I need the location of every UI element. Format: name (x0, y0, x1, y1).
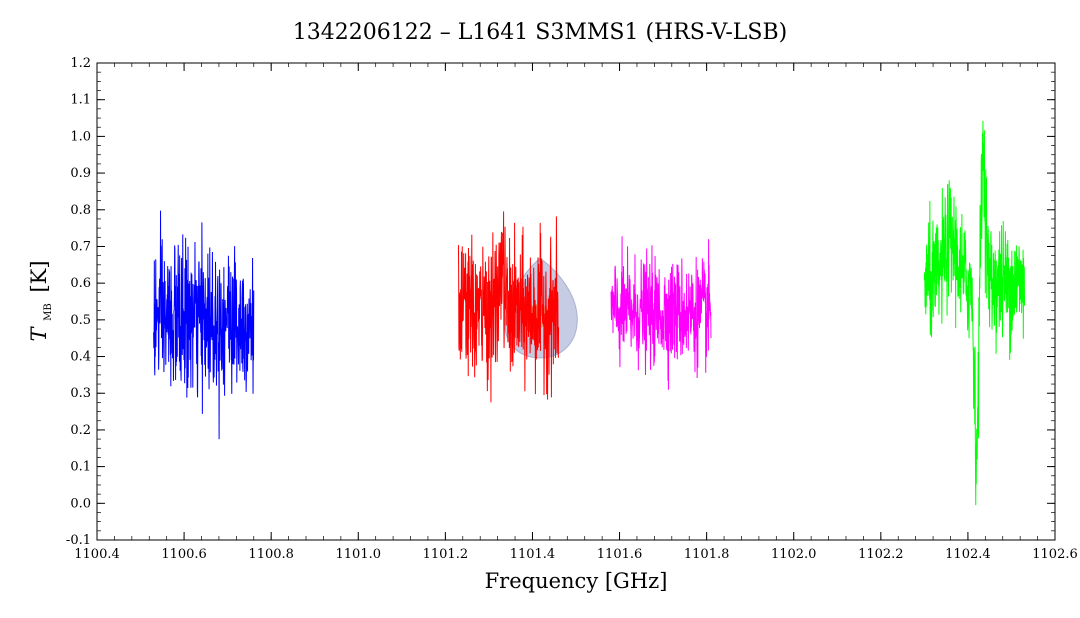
y-tick-label: 0.0 (70, 496, 91, 511)
series-line-4 (923, 120, 1026, 506)
x-tick-label: 1102.6 (1032, 547, 1078, 562)
x-axis: 1100.4 1100.6 1100.8 1101.0 1101.2 1101.4 1101… (74, 63, 1078, 562)
y-tick-label: 0.7 (70, 239, 91, 254)
y-tick-label: 0.4 (70, 350, 91, 365)
plot-series (153, 120, 1026, 506)
y-tick-label: 0.8 (70, 203, 91, 218)
series-line-2 (457, 211, 560, 403)
y-tick-label: 1.2 (70, 56, 91, 71)
x-tick-label: 1102.2 (858, 547, 904, 562)
x-tick-label: 1101.2 (423, 547, 469, 562)
y-tick-label: 0.5 (70, 313, 91, 328)
series-line-1 (153, 210, 255, 440)
x-tick-label: 1101.4 (510, 547, 556, 562)
y-tick-label: 1.1 (70, 93, 91, 108)
y-tick-label: 0.2 (70, 423, 91, 438)
x-axis-label: Frequency [GHz] (485, 569, 668, 593)
y-axis-label-unit: [K] (27, 260, 51, 292)
y-axis-label-symbol: T (27, 326, 51, 342)
y-tick-label: 0.9 (70, 166, 91, 181)
y-axis: -0.1 0.0 0.1 0.2 0.3 0.4 0.5 0.6 0.7 0.8 0.9 1.0 1.1… (66, 56, 1055, 548)
x-tick-label: 1100.6 (161, 547, 207, 562)
x-tick-label: 1100.8 (248, 547, 294, 562)
y-tick-label: 0.3 (70, 386, 91, 401)
x-tick-label: 1102.4 (945, 547, 991, 562)
y-tick-label: -0.1 (66, 533, 91, 548)
series-line-3 (610, 236, 712, 390)
x-tick-label: 1101.0 (336, 547, 382, 562)
chart-title: 1342206122 – L1641 S3MMS1 (HRS-V-LSB) (293, 20, 788, 45)
x-tick-label: 1100.4 (74, 547, 120, 562)
y-axis-label: T MB [K] (27, 260, 56, 341)
y-axis-label-subscript: MB (43, 303, 54, 321)
y-tick-label: 0.6 (70, 276, 91, 291)
y-tick-label: 0.1 (70, 460, 91, 475)
y-tick-label: 1.0 (70, 129, 91, 144)
x-tick-label: 1101.6 (597, 547, 643, 562)
x-tick-label: 1102.0 (771, 547, 817, 562)
x-tick-label: 1101.8 (684, 547, 730, 562)
